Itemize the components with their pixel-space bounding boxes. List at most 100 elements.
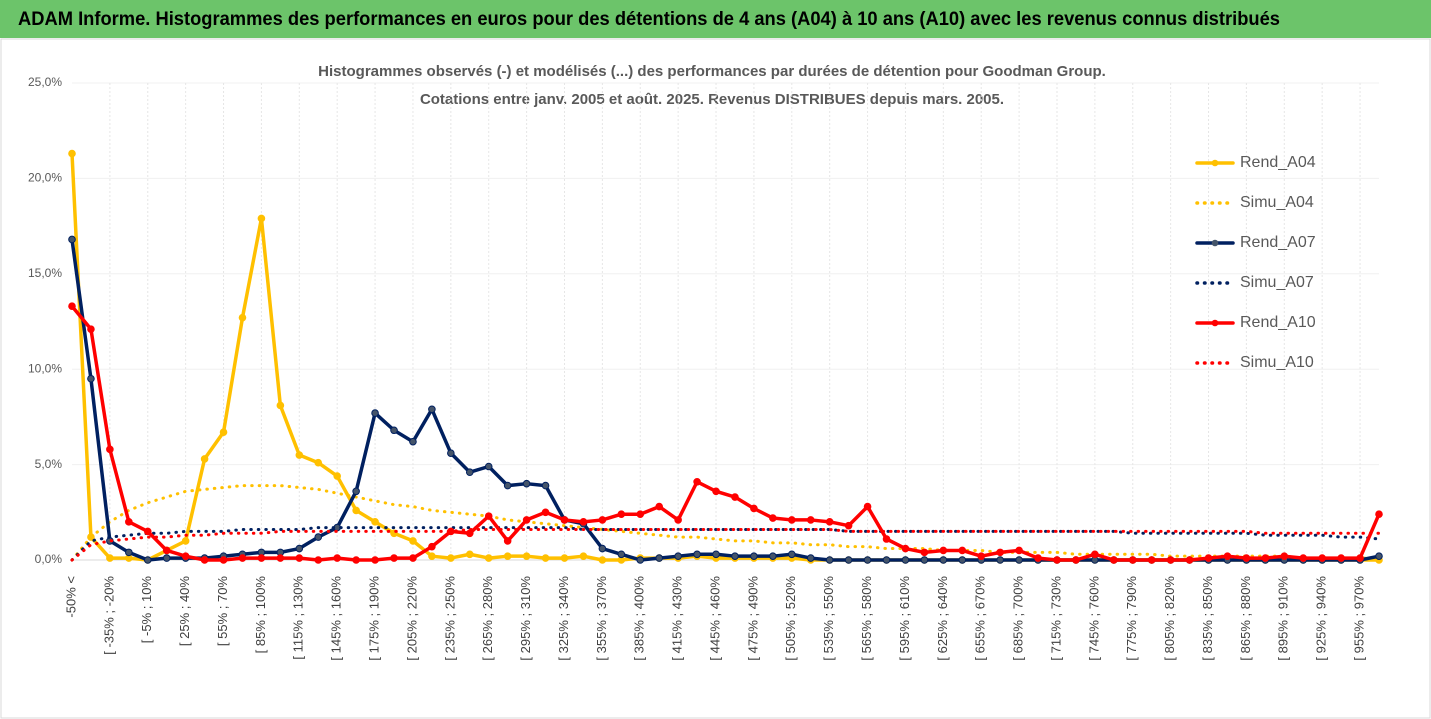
point-marker [522,479,531,488]
x-tick-label: [ 55% ; 70% [215,576,230,647]
point-marker [996,548,1004,557]
point-marker [598,544,607,553]
chart-border [0,38,1431,719]
point-marker [731,493,739,501]
x-tick-label: [ 445% ; 460% [707,576,722,661]
model-line [70,484,1381,562]
point-marker [371,518,379,526]
y-tick-label: 15,0% [28,266,62,280]
point-marker [806,554,815,562]
point-marker [333,472,341,480]
legend-label: Simu_A04 [1240,194,1314,211]
point-marker [731,552,739,560]
point-marker [598,516,607,524]
x-tick-label: [ 595% ; 610% [897,576,912,661]
point-marker [447,449,455,457]
point-marker [541,508,550,517]
x-tick-label: [ 895% ; 910% [1276,576,1291,661]
point-marker [674,552,682,560]
header-title: ADAM Informe. Histogrammes des performan… [18,9,1280,30]
point-marker [68,149,76,158]
point-marker [219,428,228,436]
point-marker [958,556,967,564]
legend-label: Rend_A04 [1240,154,1316,171]
legend-marker [1211,159,1219,167]
chart-title: Histogrammes observés (-) et modélisés (… [318,63,1106,80]
point-marker [522,552,531,560]
point-marker [617,550,626,559]
x-tick-label: [ 85% ; 100% [253,576,268,654]
x-tick-label: [ 955% ; 970% [1351,576,1366,661]
point-marker [825,556,834,564]
point-marker [352,556,360,564]
point-marker [844,521,853,530]
y-tick-label: 5,0% [35,457,63,471]
point-marker [181,537,190,545]
chart-subtitle: Cotations entre janv. 2005 et août. 2025… [420,91,1004,108]
point-marker [238,313,247,322]
point-marker [1318,554,1326,562]
model-line [70,527,1381,562]
point-marker [484,512,493,520]
point-marker [447,554,455,562]
point-marker [901,556,910,564]
x-tick-label: [ 565% ; 580% [859,576,874,661]
point-marker [106,445,114,454]
point-marker [276,554,285,562]
legend-label: Simu_A10 [1240,354,1314,371]
point-marker [920,548,929,557]
point-marker [106,554,114,562]
point-marker [276,401,285,410]
point-marker [465,468,474,477]
point-marker [503,552,512,560]
legend-label: Rend_A10 [1240,314,1316,331]
point-marker [579,552,588,560]
point-marker [844,556,853,564]
point-marker [787,516,796,524]
point-marker [87,325,95,333]
x-tick-label: [ 625% ; 640% [935,576,950,661]
point-marker [219,556,228,564]
x-tick-label: [ 265% ; 280% [480,576,495,661]
point-marker [560,554,569,562]
x-tick-label: [ 775% ; 790% [1124,576,1139,661]
point-marker [863,502,872,511]
point-marker [390,426,398,435]
point-marker [806,516,815,524]
point-marker [465,529,474,538]
x-tick-label: [ 655% ; 670% [973,576,988,661]
point-marker [1015,556,1023,564]
x-tick-label: [ 805% ; 820% [1162,576,1177,661]
point-marker [958,546,967,555]
point-marker [371,409,379,417]
point-marker [1356,554,1364,562]
point-marker [503,481,512,490]
point-marker [996,556,1004,564]
point-marker [1110,556,1118,564]
point-marker [295,544,304,553]
x-tick-label: [ 235% ; 250% [442,576,457,661]
point-marker [1375,510,1383,519]
x-tick-label: [ 505% ; 520% [783,576,798,661]
point-marker [769,552,777,560]
point-marker [87,374,95,383]
x-tick-label: [ 715% ; 730% [1048,576,1063,661]
point-marker [295,451,304,459]
point-marker [200,455,209,463]
point-marker [1280,552,1289,560]
point-marker [1337,554,1345,562]
point-marker [882,535,891,543]
point-marker [920,556,929,564]
point-marker [1034,554,1042,562]
point-marker [1261,554,1270,562]
point-marker [314,533,323,541]
header-bar [0,0,1431,38]
point-marker [825,518,834,526]
legend-marker [1211,239,1219,247]
point-marker [371,556,379,564]
x-tick-label: [ 925% ; 940% [1314,576,1329,661]
point-marker [1204,554,1213,562]
point-marker [560,516,569,524]
point-marker [503,537,512,545]
